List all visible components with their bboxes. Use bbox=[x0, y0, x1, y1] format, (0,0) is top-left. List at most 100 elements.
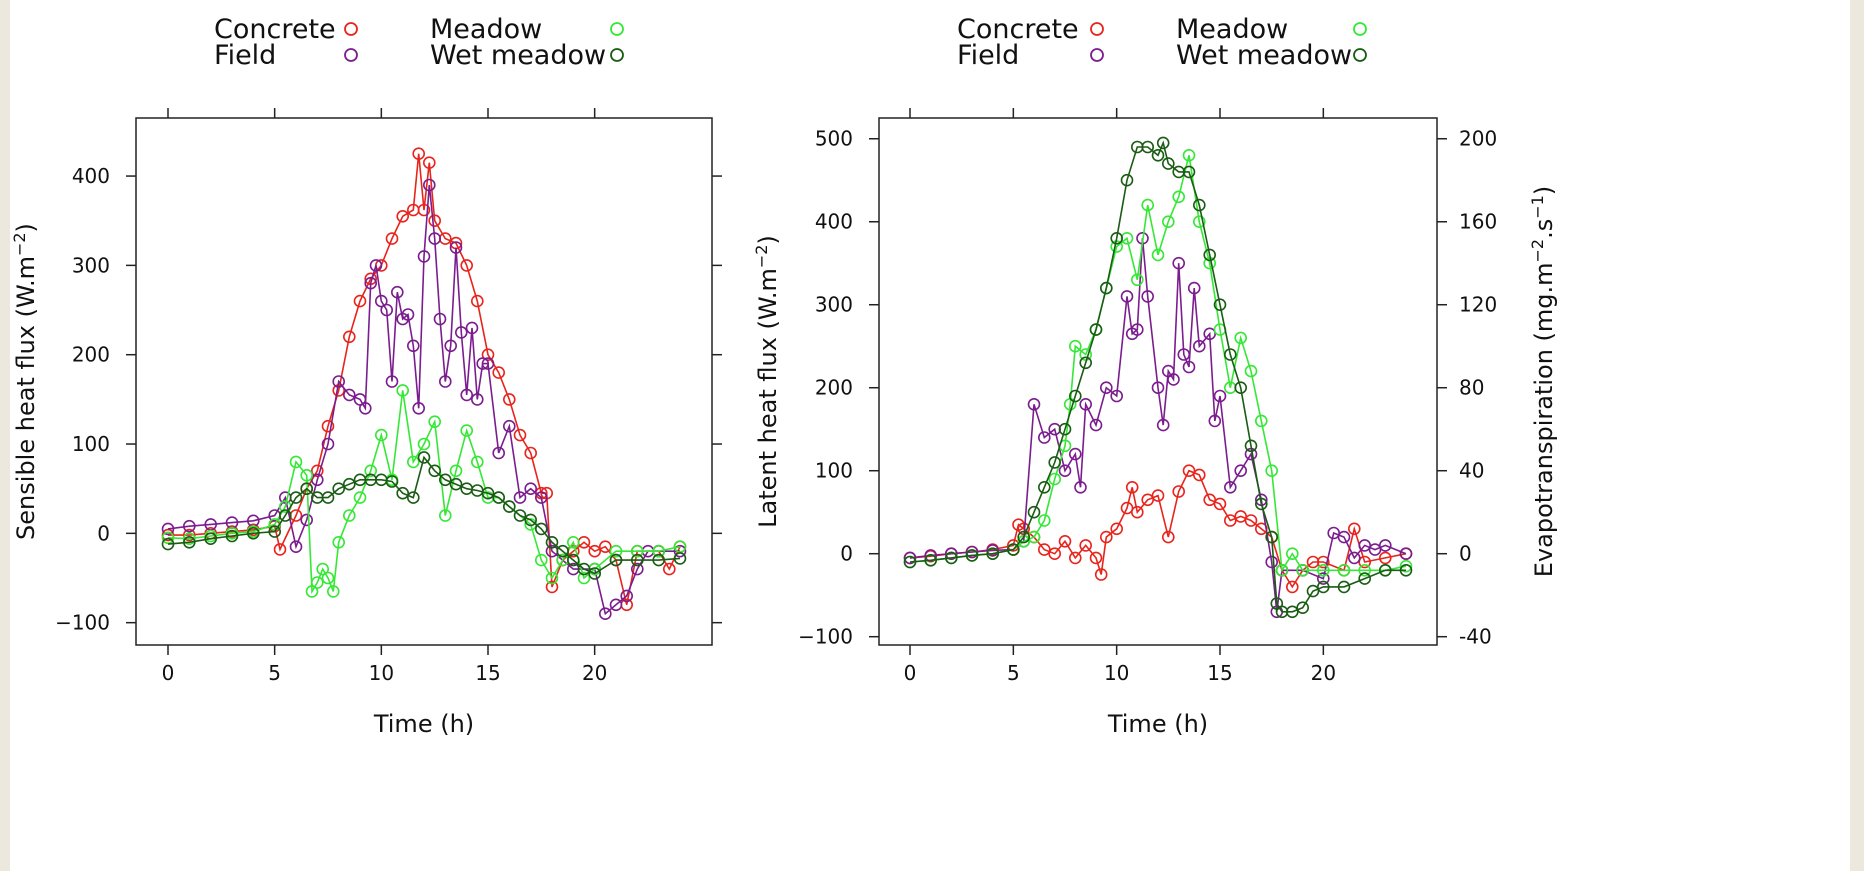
y-axis-title-part: Sensible heat flux (W.m bbox=[12, 256, 40, 540]
y-axis-title: Latent heat flux (W.m−2) bbox=[752, 235, 782, 528]
data-point bbox=[903, 551, 917, 565]
x-tick-label: 10 bbox=[369, 661, 394, 685]
y2-axis-title-part: .s bbox=[1530, 219, 1558, 239]
data-point bbox=[183, 535, 196, 549]
data-point bbox=[380, 303, 394, 317]
data-point bbox=[1167, 373, 1180, 386]
data-point bbox=[321, 419, 335, 433]
data-point bbox=[1100, 381, 1113, 395]
data-point bbox=[353, 294, 367, 308]
data-point bbox=[1162, 215, 1175, 228]
data-point bbox=[513, 509, 527, 522]
data-point bbox=[1038, 514, 1051, 527]
data-point bbox=[1244, 439, 1258, 453]
data-point bbox=[944, 551, 958, 565]
data-point bbox=[1058, 422, 1072, 436]
data-point bbox=[401, 308, 415, 321]
legend-marker bbox=[1353, 22, 1367, 36]
y2-axis-title-part: Evapotranspiration (mg.m bbox=[1530, 262, 1558, 577]
data-point bbox=[577, 571, 591, 585]
data-point bbox=[460, 259, 474, 272]
data-point bbox=[449, 477, 463, 491]
y-tick-label: 100 bbox=[72, 432, 110, 456]
data-point bbox=[204, 532, 217, 546]
data-point bbox=[1399, 559, 1413, 573]
y-axis-title-part: ) bbox=[754, 235, 782, 244]
data-point bbox=[460, 424, 474, 437]
data-point bbox=[1131, 323, 1144, 336]
y-tick-label: 100 bbox=[815, 459, 853, 483]
sensible-heat-chart: 0 5 10 15 20 −100 0 100 200 300 400 Time (h) Sensibl… bbox=[10, 14, 722, 738]
data-point bbox=[374, 294, 388, 308]
y-axis-title-part: −2 bbox=[752, 245, 771, 269]
series-concrete bbox=[903, 464, 1413, 594]
y2-tick-label: 0 bbox=[1459, 542, 1472, 566]
series-field bbox=[903, 232, 1413, 619]
data-point bbox=[310, 464, 324, 478]
legend-marker bbox=[610, 48, 624, 62]
y-axis-title: Sensible heat flux (W.m−2) bbox=[10, 223, 40, 540]
figure-panel bbox=[10, 0, 1850, 871]
data-point bbox=[161, 537, 175, 551]
data-point bbox=[524, 446, 538, 460]
data-point bbox=[609, 598, 623, 612]
series-line bbox=[167, 390, 681, 595]
data-point bbox=[358, 401, 372, 415]
data-point bbox=[289, 455, 303, 469]
data-point bbox=[385, 475, 399, 488]
data-point bbox=[225, 529, 239, 543]
data-point bbox=[1286, 605, 1299, 619]
data-point bbox=[326, 585, 340, 598]
data-point bbox=[1296, 601, 1309, 615]
x-tick-label: 0 bbox=[162, 661, 175, 685]
data-point bbox=[1234, 381, 1247, 395]
data-point bbox=[428, 464, 442, 478]
data-point bbox=[630, 544, 644, 558]
data-point bbox=[444, 339, 458, 353]
x-tick-label: 5 bbox=[268, 661, 281, 685]
data-point bbox=[1151, 149, 1165, 162]
data-point bbox=[620, 589, 634, 603]
data-point bbox=[545, 571, 559, 585]
y-tick-label: 500 bbox=[815, 127, 853, 151]
y-tick-label: 300 bbox=[815, 293, 853, 317]
data-point bbox=[1100, 530, 1113, 544]
series-line bbox=[909, 155, 1407, 573]
data-point bbox=[1141, 198, 1154, 212]
data-point bbox=[1203, 493, 1216, 507]
data-point bbox=[1048, 456, 1061, 469]
data-point bbox=[1213, 497, 1227, 511]
plot-frame bbox=[135, 117, 713, 646]
data-point bbox=[588, 567, 602, 580]
data-point bbox=[1275, 563, 1289, 577]
y-tick-label: 400 bbox=[72, 164, 110, 188]
data-point bbox=[986, 547, 1000, 561]
y-axis-title-part: −2 bbox=[10, 232, 29, 256]
data-point bbox=[385, 375, 399, 388]
data-point bbox=[1079, 397, 1092, 411]
x-axis-title: Time (h) bbox=[373, 710, 474, 738]
data-point bbox=[1337, 563, 1351, 577]
data-point bbox=[513, 491, 527, 504]
x-tick-label: 20 bbox=[1311, 661, 1336, 685]
y2-tick-label: -40 bbox=[1459, 625, 1492, 649]
y2-tick-label: 40 bbox=[1459, 459, 1484, 483]
data-point bbox=[492, 491, 506, 504]
data-point bbox=[438, 509, 452, 522]
data-point bbox=[1244, 364, 1258, 378]
data-point bbox=[1255, 414, 1268, 428]
y2-tick-label: 160 bbox=[1459, 210, 1497, 234]
y2-axis-title: Evapotranspiration (mg.m−2.s−1) bbox=[1528, 186, 1558, 577]
data-point bbox=[524, 513, 538, 527]
data-point bbox=[1358, 539, 1371, 552]
data-point bbox=[417, 203, 431, 217]
data-point bbox=[412, 147, 426, 160]
data-point bbox=[1399, 563, 1413, 577]
data-point bbox=[406, 339, 420, 353]
data-point bbox=[310, 473, 324, 487]
y-tick-label: 200 bbox=[72, 343, 110, 367]
data-point bbox=[428, 232, 442, 245]
data-point bbox=[449, 241, 463, 254]
data-point bbox=[417, 437, 431, 451]
legend-label: Wet meadow bbox=[430, 40, 606, 71]
